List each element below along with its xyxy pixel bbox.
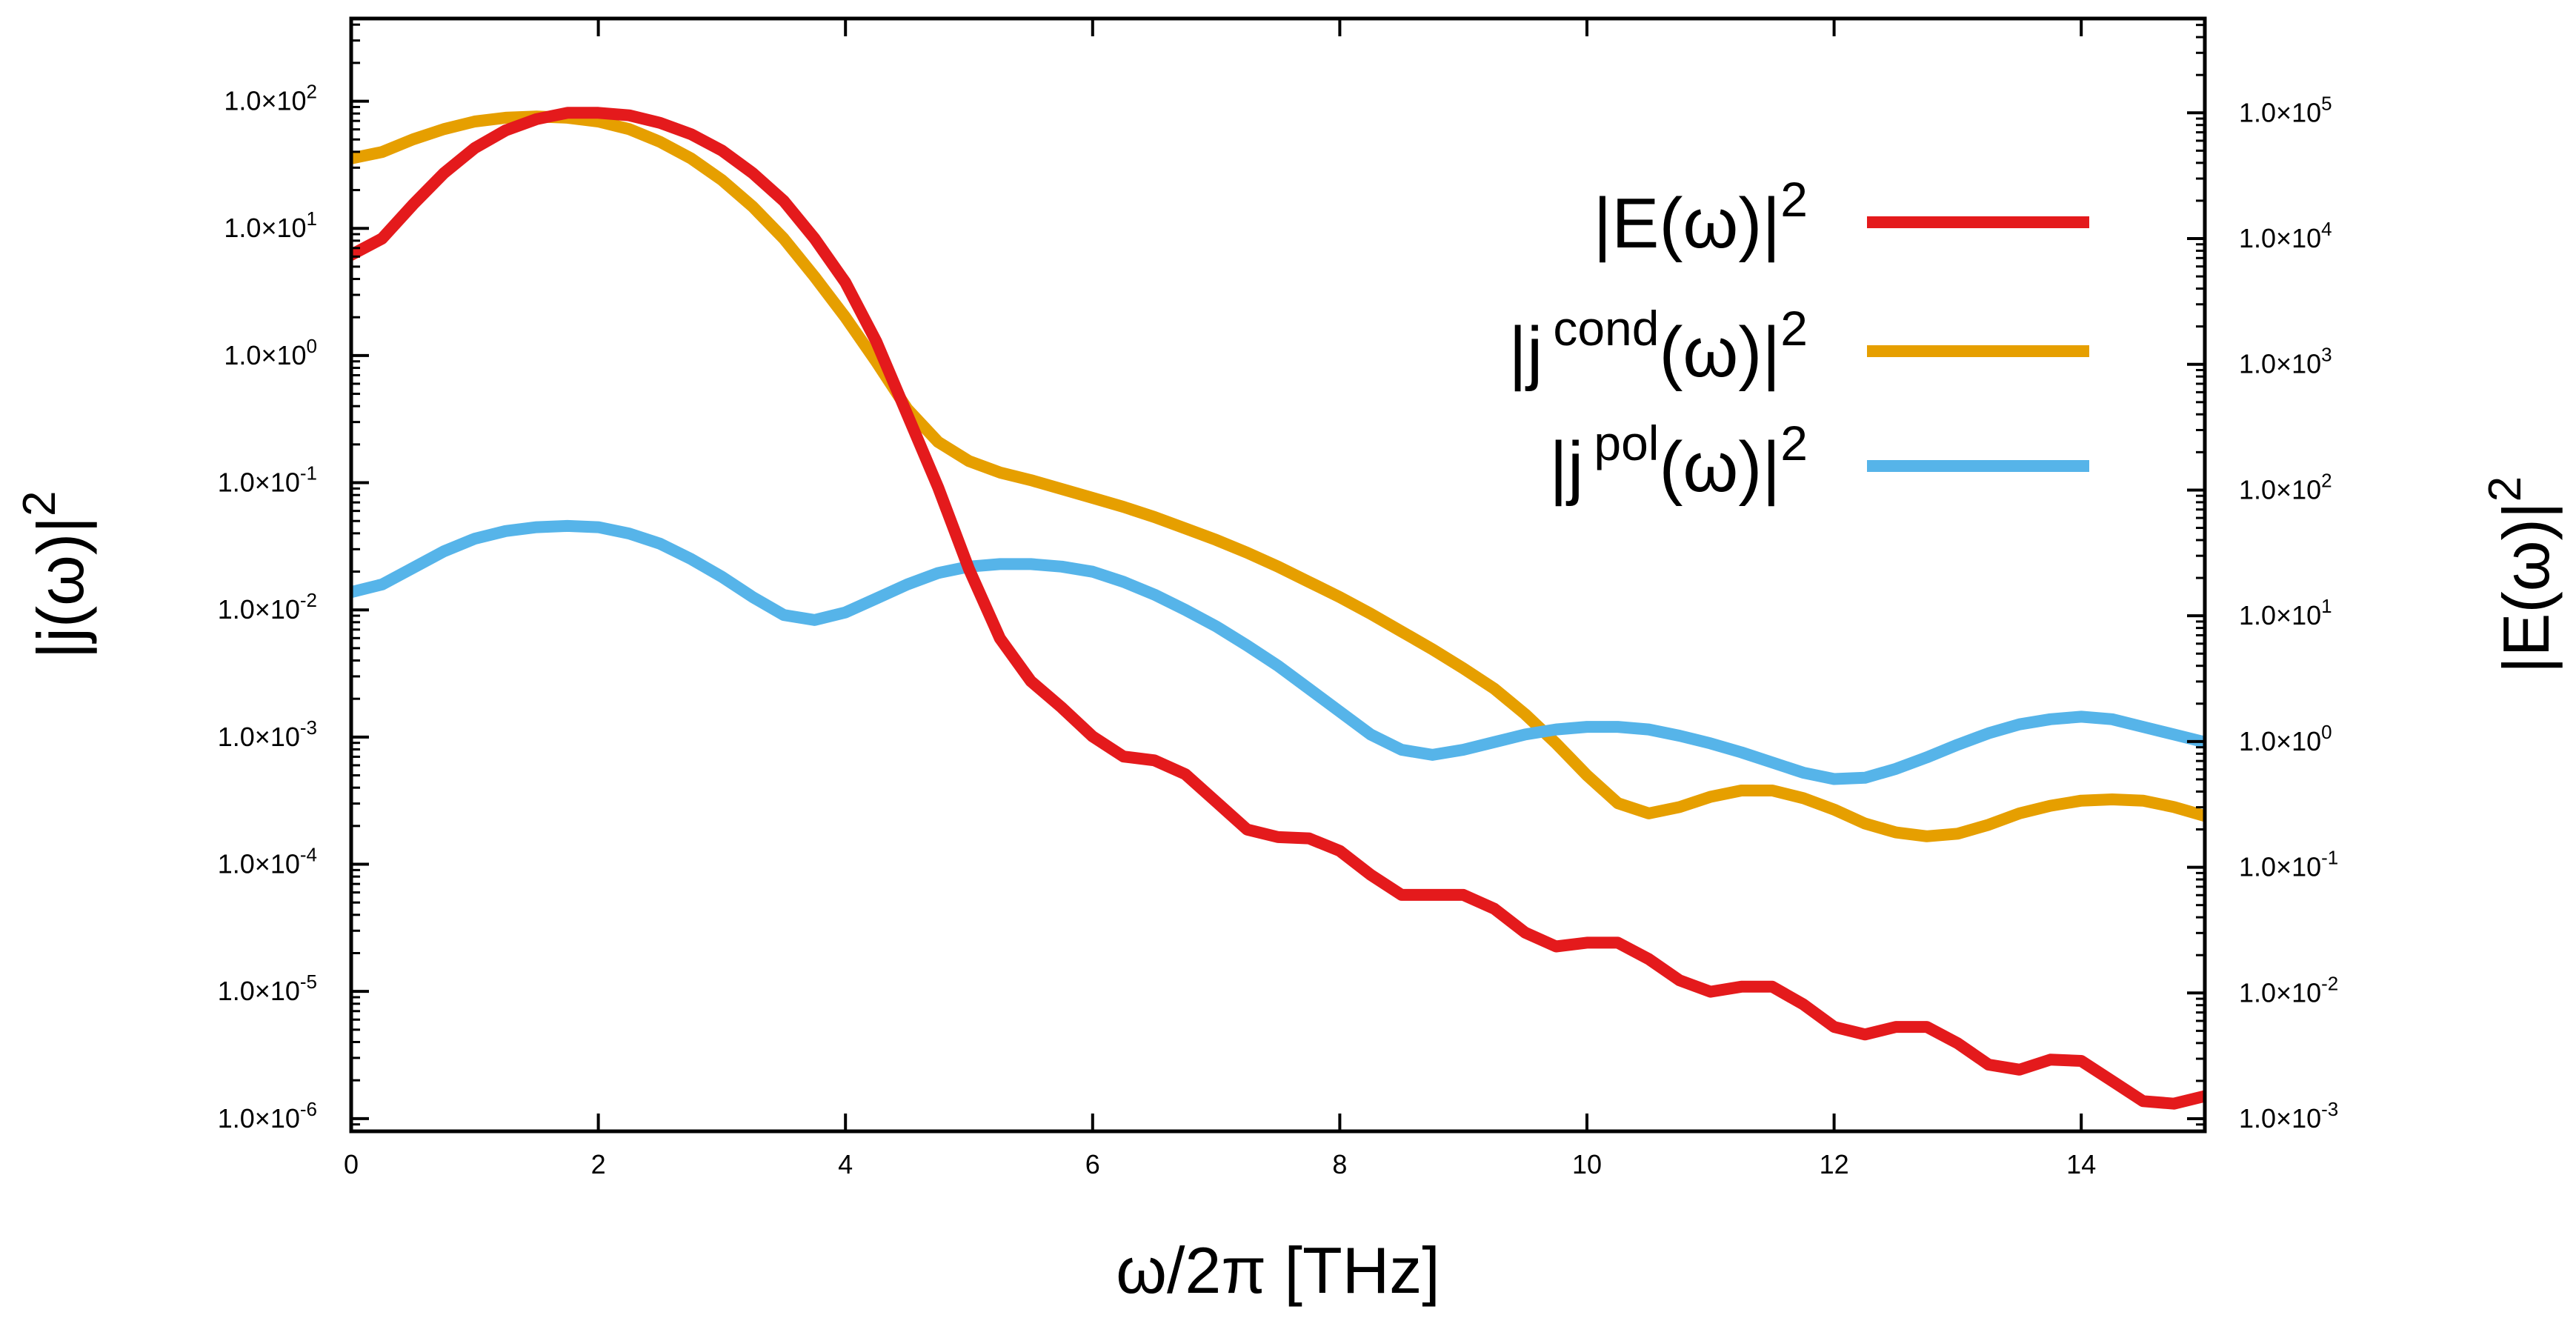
y-right-tick-exponent: -3 xyxy=(2321,1098,2338,1120)
y-right-axis-title-exponent: 2 xyxy=(2480,476,2531,502)
x-tick-label: 4 xyxy=(838,1149,853,1179)
y-right-tick-exponent: 4 xyxy=(2321,218,2332,240)
legend-label-2: |j pol(ω)|2 xyxy=(1549,416,1808,507)
x-tick-label: 0 xyxy=(344,1149,359,1179)
y-left-tick-exponent: 2 xyxy=(307,81,317,103)
y-right-tick-label: 1.0×10-3 xyxy=(2239,1098,2338,1134)
legend-label-mid: (ω)| xyxy=(1659,427,1780,507)
legend-label-mid: (ω)| xyxy=(1659,313,1780,392)
y-right-tick-exponent: -2 xyxy=(2321,972,2338,994)
x-tick-label: 6 xyxy=(1085,1149,1100,1179)
y-right-tick-mantissa: 1.0×10 xyxy=(2239,852,2321,882)
y-right-tick-exponent: 0 xyxy=(2321,721,2332,743)
y-right-tick-label: 1.0×100 xyxy=(2239,721,2332,756)
y-right-tick-mantissa: 1.0×10 xyxy=(2239,349,2321,379)
y-left-tick-label: 1.0×10-6 xyxy=(218,1098,317,1134)
y-left-tick-label: 1.0×101 xyxy=(224,207,317,243)
y-left-tick-mantissa: 1.0×10 xyxy=(224,86,306,116)
series-line-2 xyxy=(351,519,2205,785)
y-left-axis-title-exponent: 2 xyxy=(14,490,65,516)
y-right-tick-mantissa: 1.0×10 xyxy=(2239,600,2321,630)
y-left-axis-title-base: |j(ω)| xyxy=(24,516,97,659)
y-right-tick-exponent: 1 xyxy=(2321,595,2332,617)
tick-layer xyxy=(350,19,2205,1132)
y-left-tick-label: 1.0×100 xyxy=(224,335,317,370)
legend-label-exponent: 2 xyxy=(1780,301,1808,356)
y-left-tick-label: 1.0×10-5 xyxy=(218,971,317,1006)
y-right-tick-label: 1.0×102 xyxy=(2239,469,2332,505)
series-line-0 xyxy=(351,107,2205,1110)
y-right-axis-title-base: |E(ω)| xyxy=(2489,502,2563,673)
y-right-tick-mantissa: 1.0×10 xyxy=(2239,1103,2321,1134)
y-left-tick-exponent: -6 xyxy=(300,1098,317,1120)
plot-frame xyxy=(349,16,2207,1134)
y-right-tick-label: 1.0×10-2 xyxy=(2239,972,2338,1008)
x-tick-label: 8 xyxy=(1332,1149,1347,1179)
legend-label-base: |j xyxy=(1508,313,1542,392)
y-right-tick-mantissa: 1.0×10 xyxy=(2239,223,2321,253)
legend-label-0: |E(ω)|2 xyxy=(1593,172,1808,263)
y-left-tick-mantissa: 1.0×10 xyxy=(218,849,300,879)
y-left-tick-mantissa: 1.0×10 xyxy=(224,340,306,370)
x-axis-title: ω/2π [THz] xyxy=(1116,1234,1440,1307)
y-left-tick-exponent: 1 xyxy=(307,207,317,230)
y-left-tick-mantissa: 1.0×10 xyxy=(218,722,300,752)
y-left-tick-exponent: -2 xyxy=(300,589,317,611)
y-right-tick-mantissa: 1.0×10 xyxy=(2239,977,2321,1008)
x-tick-label: 12 xyxy=(1820,1149,1849,1179)
legend-label-1: |j cond(ω)|2 xyxy=(1508,301,1808,392)
y-right-tick-exponent: 5 xyxy=(2321,92,2332,114)
y-left-tick-mantissa: 1.0×10 xyxy=(218,976,300,1006)
y-left-tick-exponent: 0 xyxy=(307,335,317,357)
y-left-tick-mantissa: 1.0×10 xyxy=(218,594,300,625)
legend: |E(ω)|2|j cond(ω)|2|j pol(ω)|2 xyxy=(1508,172,2089,507)
y-right-tick-mantissa: 1.0×10 xyxy=(2239,97,2321,127)
y-right-axis-title: |E(ω)|2 xyxy=(2480,476,2563,673)
x-tick-label: 14 xyxy=(2066,1149,2096,1179)
y-right-tick-label: 1.0×101 xyxy=(2239,595,2332,630)
series-layer xyxy=(351,107,2205,1110)
y-left-tick-exponent: -1 xyxy=(300,462,317,485)
legend-label-base: |j xyxy=(1549,427,1583,507)
y-right-tick-exponent: 3 xyxy=(2321,344,2332,366)
series-line-1 xyxy=(351,110,2205,842)
label-layer: 0 2 4 6 8 10 12 141.0×1021.0×1011.0×1001.0×10-1… xyxy=(14,81,2563,1307)
legend-label-superscript: cond xyxy=(1553,301,1659,356)
legend-label-exponent: 2 xyxy=(1780,172,1808,227)
y-left-tick-label: 1.0×10-1 xyxy=(218,462,317,498)
y-left-tick-mantissa: 1.0×10 xyxy=(218,1103,300,1134)
y-left-tick-exponent: -3 xyxy=(300,716,317,739)
y-left-axis-title: |j(ω)|2 xyxy=(14,490,97,659)
y-right-tick-exponent: 2 xyxy=(2321,469,2332,491)
y-left-tick-exponent: -4 xyxy=(300,844,317,866)
y-left-tick-mantissa: 1.0×10 xyxy=(218,467,300,498)
y-left-tick-label: 1.0×10-4 xyxy=(218,844,317,879)
legend-label-base: |E(ω)| xyxy=(1593,184,1780,263)
y-left-tick-exponent: -5 xyxy=(300,971,317,993)
y-right-tick-exponent: -1 xyxy=(2321,847,2338,869)
y-right-tick-label: 1.0×105 xyxy=(2239,92,2332,127)
legend-label-exponent: 2 xyxy=(1780,416,1808,470)
y-left-tick-label: 1.0×10-3 xyxy=(218,716,317,752)
y-right-tick-mantissa: 1.0×10 xyxy=(2239,726,2321,756)
y-left-tick-label: 1.0×102 xyxy=(224,81,317,116)
y-left-tick-label: 1.0×10-2 xyxy=(218,589,317,625)
legend-label-superscript: pol xyxy=(1594,416,1659,470)
y-left-tick-mantissa: 1.0×10 xyxy=(224,213,306,243)
y-right-tick-label: 1.0×103 xyxy=(2239,344,2332,379)
x-tick-label: 2 xyxy=(591,1149,606,1179)
y-right-tick-mantissa: 1.0×10 xyxy=(2239,474,2321,505)
x-tick-label: 10 xyxy=(1572,1149,1602,1179)
y-right-tick-label: 1.0×104 xyxy=(2239,218,2332,253)
y-right-tick-label: 1.0×10-1 xyxy=(2239,847,2338,882)
